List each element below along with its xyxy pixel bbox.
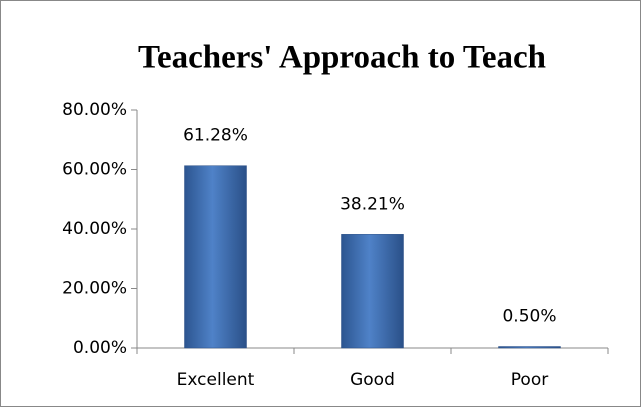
- y-tick-label: 20.00%: [62, 279, 127, 299]
- y-tick-label: 40.00%: [62, 219, 127, 239]
- x-tick-label: Poor: [511, 370, 548, 390]
- value-label: 0.50%: [502, 307, 556, 327]
- y-tick-label: 80.00%: [62, 100, 127, 120]
- bar: [341, 234, 404, 349]
- value-label: 61.28%: [183, 126, 248, 146]
- x-tick-label: Good: [350, 370, 395, 390]
- value-label: 38.21%: [340, 194, 405, 214]
- bar: [184, 165, 247, 349]
- bar: [498, 346, 561, 349]
- y-tick-label: 60.00%: [62, 160, 127, 180]
- x-tick-label: Excellent: [177, 370, 255, 390]
- chart-title: Teachers' Approach to Teach: [138, 40, 546, 76]
- y-tick-label: 0.00%: [73, 338, 127, 358]
